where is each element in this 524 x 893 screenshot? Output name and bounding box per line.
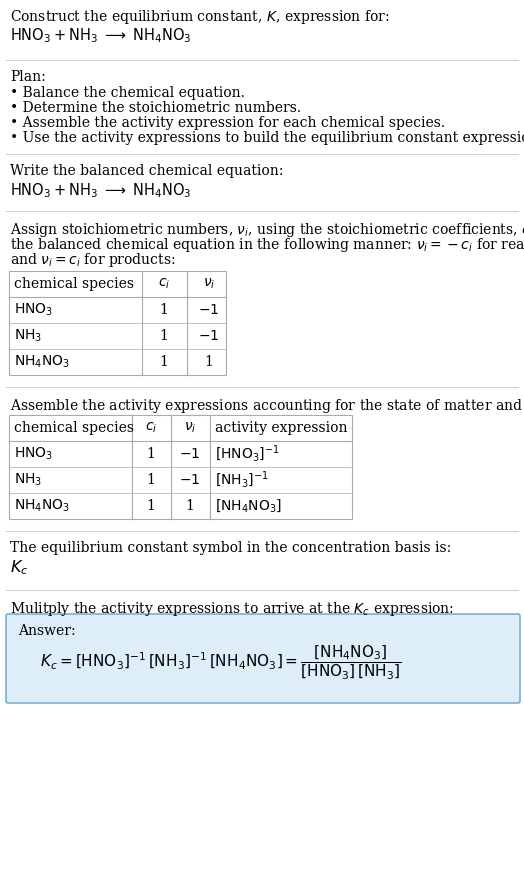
Text: $-1$: $-1$ — [199, 303, 220, 317]
Text: $\mathrm{HNO_3 + NH_3 \;\longrightarrow\; NH_4NO_3}$: $\mathrm{HNO_3 + NH_3 \;\longrightarrow\… — [10, 26, 191, 45]
Text: Write the balanced chemical equation:: Write the balanced chemical equation: — [10, 164, 283, 178]
Bar — [9, 271, 226, 375]
Text: • Determine the stoichiometric numbers.: • Determine the stoichiometric numbers. — [10, 101, 301, 115]
Text: the balanced chemical equation in the following manner: $\nu_i = -c_i$ for react: the balanced chemical equation in the fo… — [10, 236, 524, 254]
Text: $\nu_i$: $\nu_i$ — [184, 421, 196, 435]
Text: activity expression: activity expression — [215, 421, 347, 435]
Text: 1: 1 — [147, 499, 156, 513]
Text: $-1$: $-1$ — [199, 329, 220, 343]
Text: chemical species: chemical species — [14, 421, 134, 435]
Text: 1: 1 — [160, 355, 168, 369]
Text: Plan:: Plan: — [10, 70, 46, 84]
Text: and $\nu_i = c_i$ for products:: and $\nu_i = c_i$ for products: — [10, 251, 176, 269]
Text: Assemble the activity expressions accounting for the state of matter and $\nu_i$: Assemble the activity expressions accoun… — [10, 397, 524, 415]
Text: $K_c$: $K_c$ — [10, 558, 28, 577]
Text: $\mathrm{NH_3}$: $\mathrm{NH_3}$ — [14, 328, 42, 344]
Text: • Balance the chemical equation.: • Balance the chemical equation. — [10, 86, 245, 100]
Text: $\mathrm{NH_4NO_3}$: $\mathrm{NH_4NO_3}$ — [14, 497, 70, 514]
Text: 1: 1 — [160, 303, 168, 317]
Text: 1: 1 — [160, 329, 168, 343]
Text: 1: 1 — [147, 447, 156, 461]
Text: $\mathrm{HNO_3}$: $\mathrm{HNO_3}$ — [14, 302, 53, 318]
Text: 1: 1 — [185, 499, 194, 513]
Text: 1: 1 — [147, 473, 156, 487]
Text: $K_c = [\mathrm{HNO_3}]^{-1}\,[\mathrm{NH_3}]^{-1}\,[\mathrm{NH_4NO_3}] = \dfrac: $K_c = [\mathrm{HNO_3}]^{-1}\,[\mathrm{N… — [40, 644, 401, 682]
Text: chemical species: chemical species — [14, 277, 134, 291]
FancyBboxPatch shape — [6, 614, 520, 703]
Text: 1: 1 — [204, 355, 213, 369]
Text: $\nu_i$: $\nu_i$ — [203, 277, 215, 291]
Text: $\mathrm{NH_3}$: $\mathrm{NH_3}$ — [14, 472, 42, 488]
Text: $[\mathrm{HNO_3}]^{-1}$: $[\mathrm{HNO_3}]^{-1}$ — [215, 444, 280, 464]
Text: • Use the activity expressions to build the equilibrium constant expression.: • Use the activity expressions to build … — [10, 131, 524, 145]
Text: $\mathrm{NH_4NO_3}$: $\mathrm{NH_4NO_3}$ — [14, 354, 70, 371]
Text: $[\mathrm{NH_4NO_3}]$: $[\mathrm{NH_4NO_3}]$ — [215, 497, 282, 514]
Text: $-1$: $-1$ — [179, 473, 201, 487]
Text: Construct the equilibrium constant, $K$, expression for:: Construct the equilibrium constant, $K$,… — [10, 8, 390, 26]
Text: $\mathrm{HNO_3 + NH_3 \;\longrightarrow\; NH_4NO_3}$: $\mathrm{HNO_3 + NH_3 \;\longrightarrow\… — [10, 181, 191, 200]
Text: $c_i$: $c_i$ — [158, 277, 170, 291]
Text: $-1$: $-1$ — [179, 447, 201, 461]
Text: $[\mathrm{NH_3}]^{-1}$: $[\mathrm{NH_3}]^{-1}$ — [215, 470, 269, 490]
Text: The equilibrium constant symbol in the concentration basis is:: The equilibrium constant symbol in the c… — [10, 541, 451, 555]
Text: $\mathrm{HNO_3}$: $\mathrm{HNO_3}$ — [14, 446, 53, 463]
Text: Mulitply the activity expressions to arrive at the $K_c$ expression:: Mulitply the activity expressions to arr… — [10, 600, 454, 618]
Text: • Assemble the activity expression for each chemical species.: • Assemble the activity expression for e… — [10, 116, 445, 130]
Text: Assign stoichiometric numbers, $\nu_i$, using the stoichiometric coefficients, $: Assign stoichiometric numbers, $\nu_i$, … — [10, 221, 524, 239]
Text: $c_i$: $c_i$ — [145, 421, 157, 435]
Bar — [9, 415, 352, 519]
Text: Answer:: Answer: — [18, 624, 75, 638]
